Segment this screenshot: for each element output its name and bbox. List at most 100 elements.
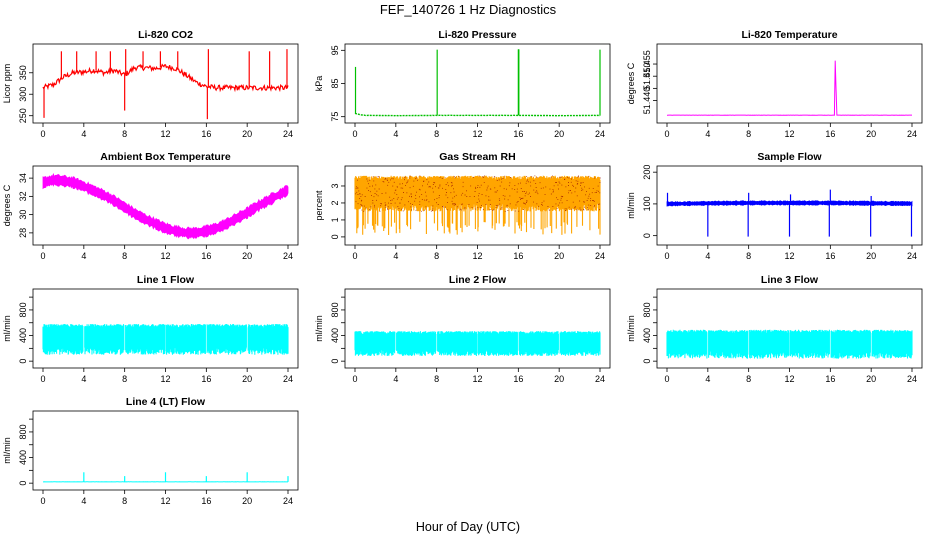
panel-frame (656, 43, 923, 124)
x-tick-label: 16 (825, 251, 835, 261)
y-tick-label: 85 (330, 78, 340, 88)
x-tick-label: 24 (283, 251, 293, 261)
y-tick-label: 0 (18, 481, 28, 486)
panel-ylabel: ml/min (2, 437, 12, 464)
panel-title: Li-820 CO2 (138, 29, 193, 41)
panel-ylabel: ml/min (626, 315, 636, 342)
panel-5: Sample Flow ml/min 0 4 8 12 16 20 24 0 100 200 (626, 151, 923, 261)
y-tick-label: 1 (330, 217, 340, 222)
panel-data (666, 189, 913, 237)
series-points (355, 175, 601, 212)
x-tick-label: 0 (352, 374, 357, 384)
panel-title: Sample Flow (757, 151, 822, 163)
x-tick-label: 24 (595, 251, 605, 261)
x-tick-label: 24 (595, 374, 605, 384)
x-tick-label: 0 (664, 374, 669, 384)
x-tick-label: 20 (866, 129, 876, 139)
y-tick-label: 51.450 (642, 62, 652, 90)
x-tick-label: 4 (393, 374, 398, 384)
x-tick-label: 0 (352, 251, 357, 261)
y-tick-label: 0 (330, 234, 340, 239)
panel-2: Li-820 Temperature degrees C 0 4 8 12 16 20 24 51… (626, 29, 923, 139)
panel-title: Line 4 (LT) Flow (126, 396, 206, 408)
panel-data (354, 331, 601, 356)
y-tick-label: 95 (330, 45, 340, 55)
y-tick-label: 300 (18, 87, 28, 102)
x-tick-label: 16 (201, 374, 211, 384)
x-tick-label: 20 (554, 374, 564, 384)
panel-data (354, 49, 601, 117)
series-noise (354, 175, 601, 235)
x-tick-label: 20 (242, 129, 252, 139)
y-tick-label: 800 (330, 302, 340, 317)
y-tick-label: 2 (330, 200, 340, 205)
x-tick-label: 16 (201, 496, 211, 506)
x-tick-label: 0 (664, 129, 669, 139)
panel-data (354, 175, 601, 235)
panel-ylabel: percent (314, 190, 324, 221)
panel-3: Ambient Box Temperature degrees C 0 4 8 12 16 2… (2, 151, 299, 261)
panel-title: Li-820 Temperature (741, 29, 837, 41)
x-tick-label: 20 (554, 129, 564, 139)
series-band (42, 173, 289, 240)
x-tick-label: 20 (866, 251, 876, 261)
panel-1: Li-820 Pressure kPa 0 4 8 12 16 20 24 75 85 95 (314, 29, 611, 139)
panel-9: Line 4 (LT) Flow ml/min 0 4 8 12 16 20 24 0 400 800 (2, 396, 299, 506)
x-tick-label: 4 (705, 251, 710, 261)
panel-ylabel: degrees C (2, 184, 12, 226)
x-tick-label: 12 (784, 251, 794, 261)
x-tick-label: 8 (746, 129, 751, 139)
x-tick-label: 8 (434, 374, 439, 384)
panel-title: Line 2 Flow (449, 274, 507, 286)
panel-ylabel: degrees C (626, 62, 636, 104)
x-tick-label: 0 (40, 129, 45, 139)
panel-data (43, 472, 289, 483)
x-tick-label: 12 (472, 251, 482, 261)
x-tick-label: 12 (160, 251, 170, 261)
x-tick-label: 24 (595, 129, 605, 139)
y-tick-label: 400 (330, 328, 340, 343)
panel-7: Line 2 Flow ml/min 0 4 8 12 16 20 24 0 400 800 (314, 274, 611, 384)
y-tick-label: 32 (18, 191, 28, 201)
x-tick-label: 4 (705, 374, 710, 384)
panel-ylabel: ml/min (626, 192, 636, 219)
series-line (667, 60, 912, 116)
x-tick-label: 24 (907, 129, 917, 139)
x-tick-label: 8 (122, 496, 127, 506)
panel-data (42, 173, 289, 240)
x-tick-label: 8 (122, 374, 127, 384)
x-tick-label: 20 (242, 374, 252, 384)
y-tick-label: 400 (642, 328, 652, 343)
panel-ylabel: Licor ppm (2, 64, 12, 104)
x-tick-label: 4 (393, 251, 398, 261)
y-tick-label: 30 (18, 210, 28, 220)
y-tick-label: 350 (18, 65, 28, 80)
x-tick-label: 12 (472, 129, 482, 139)
panel-ylabel: ml/min (2, 315, 12, 342)
y-tick-label: 3 (330, 183, 340, 188)
y-tick-label: 0 (642, 359, 652, 364)
panel-title: Li-820 Pressure (438, 29, 516, 41)
x-tick-label: 4 (705, 129, 710, 139)
x-tick-label: 8 (122, 251, 127, 261)
series-noise (666, 329, 913, 359)
y-tick-label: 800 (18, 424, 28, 439)
series-line (354, 112, 601, 117)
panel-8: Line 3 Flow ml/min 0 4 8 12 16 20 24 0 400 800 (626, 274, 923, 384)
y-tick-label: 400 (18, 450, 28, 465)
x-tick-label: 20 (866, 374, 876, 384)
y-tick-label: 0 (18, 359, 28, 364)
panel-ylabel: kPa (314, 76, 324, 92)
x-tick-label: 0 (664, 251, 669, 261)
y-tick-label: 100 (642, 196, 652, 211)
x-tick-label: 12 (784, 129, 794, 139)
panel-frame (32, 43, 299, 124)
y-tick-label: 51.455 (642, 50, 652, 78)
figure-xlabel: Hour of Day (UTC) (416, 520, 520, 534)
x-tick-label: 8 (746, 374, 751, 384)
x-tick-label: 16 (825, 374, 835, 384)
x-tick-label: 8 (434, 251, 439, 261)
y-tick-label: 800 (642, 302, 652, 317)
